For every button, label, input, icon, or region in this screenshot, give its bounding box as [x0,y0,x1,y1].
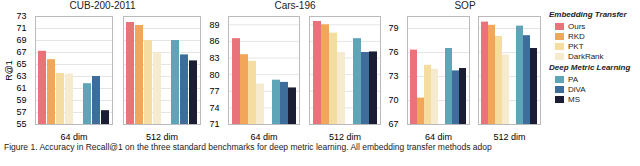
svg-text:55: 55 [16,119,26,129]
svg-text:69: 69 [16,35,26,45]
svg-text:79: 79 [388,23,398,33]
html-text:CUB-200-2011: CUB-200-2011 [69,0,136,11]
svg-text:70: 70 [388,95,398,105]
html-text:DarkRank: DarkRank [568,51,604,61]
svg-text:61: 61 [16,83,26,93]
html-text:Cars-196: Cars-196 [274,0,316,11]
svg-text:67: 67 [16,47,26,57]
svg-text:63: 63 [16,71,26,81]
svg-text:57: 57 [16,107,26,117]
svg-text:83: 83 [209,53,219,63]
html-text:Figure 1. Accuracy in Recall@1: Figure 1. Accuracy in Recall@1 on the th… [4,142,492,152]
svg-text:89: 89 [209,20,219,30]
svg-text:71: 71 [209,119,219,129]
html-text:Ours: Ours [568,21,586,31]
html-text:PA: PA [568,74,579,84]
svg-text:74: 74 [209,103,219,113]
svg-text:64 dim: 64 dim [250,132,277,140]
svg-text:73: 73 [388,71,398,81]
svg-text:64 dim: 64 dim [425,132,452,140]
html-text:Deep Metric Learning: Deep Metric Learning [549,63,631,72]
svg-text:71: 71 [16,23,26,33]
svg-text:86: 86 [209,36,219,46]
svg-text:77: 77 [209,86,219,96]
svg-text:512 dim: 512 dim [329,132,361,140]
svg-text:73: 73 [16,12,26,21]
svg-text:67: 67 [388,119,398,129]
html-text:DiVA: DiVA [568,84,586,94]
html-text:MS: MS [568,94,580,104]
svg-text:76: 76 [388,47,398,57]
html-text:RKD: RKD [568,31,585,41]
svg-text:64 dim: 64 dim [60,132,87,140]
svg-text:80: 80 [209,70,219,80]
svg-text:R@1: R@1 [4,60,14,81]
html-text:PKT: PKT [568,41,584,51]
svg-text:512 dim: 512 dim [493,132,525,140]
html-text:Embedding Transfer: Embedding Transfer [549,10,627,19]
svg-text:512 dim: 512 dim [146,132,178,140]
svg-text:65: 65 [16,59,26,69]
svg-text:59: 59 [16,95,26,105]
html-text:SOP: SOP [454,0,476,11]
